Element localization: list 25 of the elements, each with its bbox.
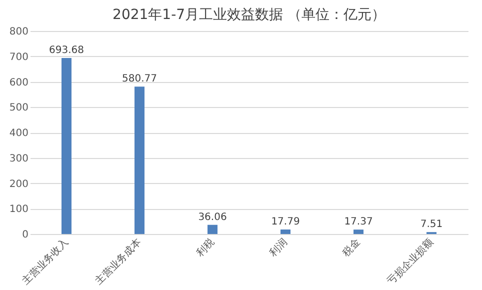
data-label: 17.79 [271, 216, 300, 228]
x-tick-label: 亏损企业损额 [384, 236, 436, 288]
y-tick-label: 700 [9, 52, 28, 63]
data-label: 693.68 [49, 44, 84, 56]
y-tick-label: 400 [9, 128, 28, 139]
y-tick-label: 200 [9, 178, 28, 190]
bar [354, 230, 364, 234]
x-tick-label: 税金 [340, 236, 363, 259]
data-label: 17.37 [344, 216, 373, 228]
data-label: 580.77 [122, 74, 157, 85]
y-tick-label: 600 [9, 77, 28, 88]
x-tick-label: 利润 [267, 236, 290, 259]
chart-title: 2021年1-7月工业效益数据 （单位：亿元） [112, 7, 386, 23]
y-tick-label: 500 [9, 102, 28, 114]
x-tick-label: 利税 [194, 236, 217, 259]
bar [134, 86, 144, 234]
y-tick-label: 300 [9, 153, 28, 164]
data-label: 36.06 [198, 212, 227, 223]
y-tick-label: 800 [9, 26, 28, 38]
x-tick-label: 主营业务成本 [92, 236, 144, 288]
data-label: 7.51 [420, 219, 443, 230]
bar [208, 224, 218, 234]
bar [62, 58, 72, 234]
bar [280, 229, 290, 234]
y-tick-label: 100 [9, 204, 28, 216]
